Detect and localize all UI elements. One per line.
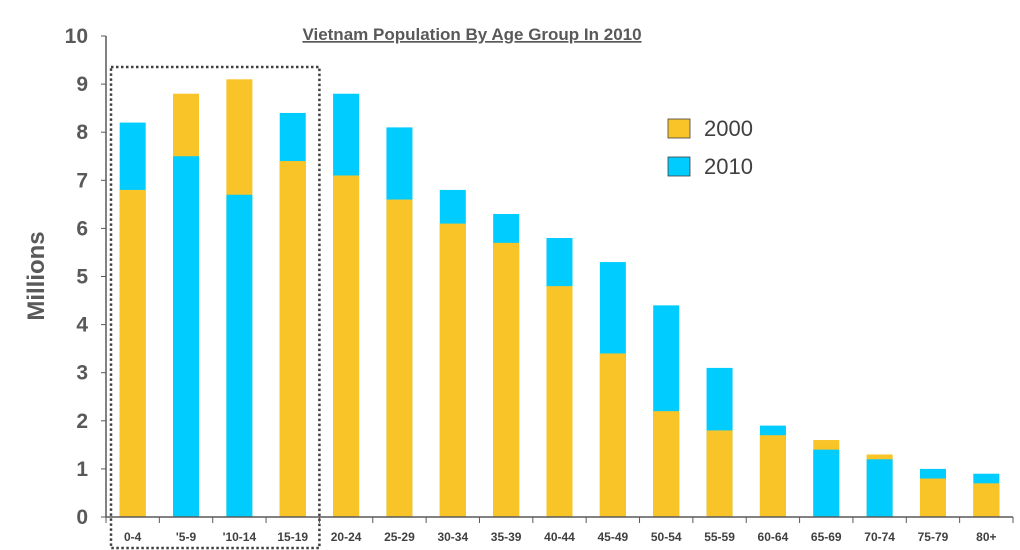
bar-2000 bbox=[973, 483, 1000, 517]
bar-2000 bbox=[386, 199, 413, 518]
chart-title: Vietnam Population By Age Group In 2010 bbox=[302, 25, 641, 44]
x-tick-label: 0-4 bbox=[124, 530, 142, 544]
bar-2000 bbox=[919, 478, 946, 517]
x-tick-label: 45-49 bbox=[598, 530, 629, 544]
x-tick-label: 25-29 bbox=[384, 530, 415, 544]
bar-2000 bbox=[759, 435, 786, 517]
x-axis-ticks: 0-4 '5-9 '10-14 15-19 20-24 25-29 30-34 35-39 40… bbox=[105, 517, 1014, 544]
bar-series bbox=[119, 79, 1000, 518]
bar-2000 bbox=[333, 175, 360, 518]
y-tick-label: 0 bbox=[76, 506, 88, 529]
y-tick-label: 4 bbox=[76, 314, 88, 337]
legend-label-2000: 2000 bbox=[704, 116, 753, 141]
x-tick-label: 75-79 bbox=[918, 530, 949, 544]
legend: 2000 2010 bbox=[667, 116, 753, 179]
bar-2000 bbox=[279, 161, 306, 517]
bar-2000 bbox=[546, 286, 573, 517]
x-tick-label: 65-69 bbox=[811, 530, 842, 544]
x-tick-label: 55-59 bbox=[704, 530, 735, 544]
bar-2000 bbox=[653, 411, 680, 517]
y-tick-label: 10 bbox=[65, 25, 88, 48]
y-tick-label: 8 bbox=[76, 121, 88, 144]
x-tick-label: 70-74 bbox=[864, 530, 895, 544]
x-tick-label: 40-44 bbox=[544, 530, 575, 544]
x-tick-label: 15-19 bbox=[277, 530, 308, 544]
y-tick-label: 3 bbox=[76, 362, 88, 385]
y-axis-label: Millions bbox=[23, 231, 50, 320]
legend-label-2010: 2010 bbox=[704, 154, 753, 179]
bar-2010 bbox=[226, 194, 253, 518]
x-tick-label: 60-64 bbox=[758, 530, 789, 544]
bar-2000 bbox=[706, 430, 733, 517]
x-tick-label: '5-9 bbox=[176, 530, 197, 544]
axes bbox=[105, 36, 1013, 518]
bar-2000 bbox=[119, 189, 146, 518]
x-tick-label: '10-14 bbox=[223, 530, 257, 544]
bar-2010 bbox=[866, 459, 893, 517]
y-tick-label: 1 bbox=[76, 458, 88, 481]
bar-2010 bbox=[173, 156, 200, 517]
y-axis-ticks: 0 1 2 3 4 5 6 7 8 9 10 bbox=[65, 25, 106, 529]
legend-swatch-2000 bbox=[667, 118, 691, 139]
legend-swatch-2010 bbox=[667, 156, 691, 177]
bar-2000 bbox=[599, 353, 626, 517]
y-tick-label: 2 bbox=[76, 410, 88, 433]
x-tick-label: 50-54 bbox=[651, 530, 682, 544]
bar-2010 bbox=[813, 449, 840, 517]
x-tick-label: 80+ bbox=[976, 530, 996, 544]
x-tick-label: 30-34 bbox=[437, 530, 468, 544]
x-tick-label: 20-24 bbox=[331, 530, 362, 544]
bar-2000 bbox=[439, 223, 466, 517]
x-tick-label: 35-39 bbox=[491, 530, 522, 544]
y-tick-label: 7 bbox=[76, 169, 88, 192]
y-tick-label: 9 bbox=[76, 73, 88, 96]
y-tick-label: 6 bbox=[76, 217, 88, 240]
y-tick-label: 5 bbox=[76, 266, 88, 289]
bar-2000 bbox=[493, 242, 520, 517]
